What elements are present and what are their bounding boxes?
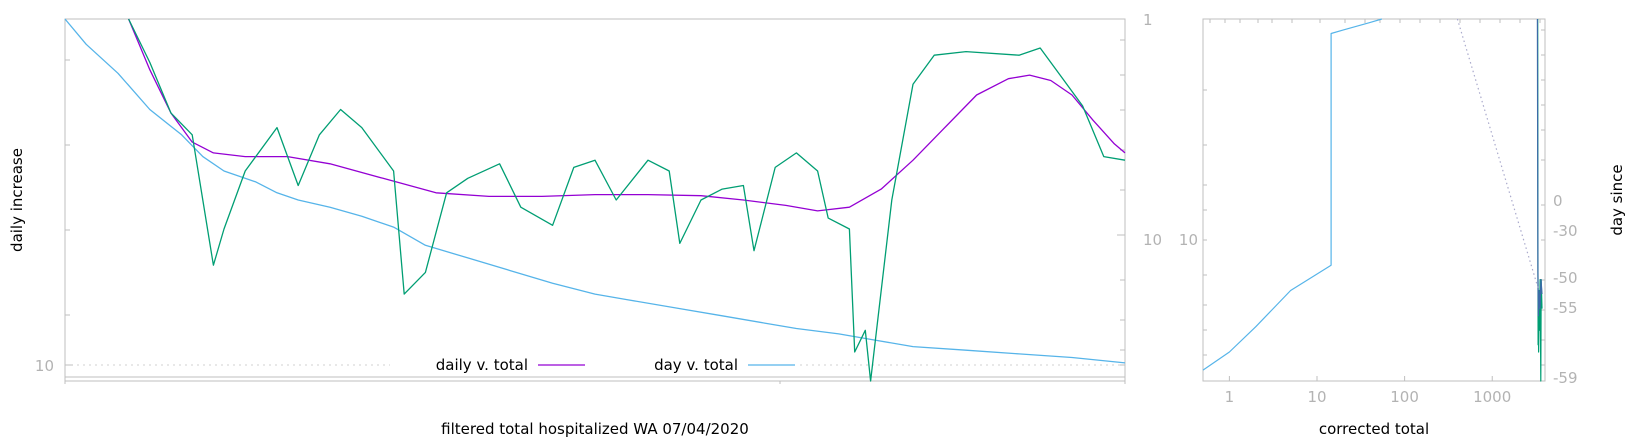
right-y2-tick-label: -50: [1553, 269, 1578, 287]
legend-label-daily-v-total: daily v. total: [436, 356, 528, 374]
left-x-axis-title: filtered total hospitalized WA 07/04/202…: [441, 420, 749, 438]
right-left-y-tick-label: 10: [1179, 231, 1198, 249]
right-y2-tick-labels: 0 -30 -50 -55 -59: [1553, 192, 1578, 387]
right-y2-tick-label: 0: [1553, 192, 1563, 210]
right-x-tick-label: 100: [1390, 388, 1419, 406]
right-series-line-0: [1202, 18, 1383, 371]
left-axis-ticks: [64, 18, 1126, 384]
right-y2-tick-label: -55: [1553, 299, 1578, 317]
left-series-group: [64, 18, 1126, 382]
right-series-line-3: [1456, 18, 1540, 291]
series-line-unlabeled-2: [128, 18, 1126, 382]
right-series-group: [1202, 18, 1543, 382]
left-right-y-tick-label-top: 1: [1143, 11, 1153, 29]
right-axis-ticks: [1203, 19, 1545, 381]
legend: daily v. total day v. total: [436, 356, 795, 374]
right-y2-tick-label: -59: [1553, 369, 1578, 387]
right-y2-tick-label: -30: [1553, 222, 1578, 240]
right-x-tick-label: 1: [1225, 388, 1235, 406]
series-line-day-v-total: [64, 18, 1126, 364]
right-x-axis-title: corrected total: [1319, 420, 1429, 438]
left-plot-frame: [64, 18, 1126, 382]
right-x-tick-labels: 1 10 100 1000: [1225, 388, 1512, 406]
right-y-axis-title: day since: [1608, 164, 1626, 235]
right-x-tick-label: 1000: [1473, 388, 1511, 406]
right-plot-frame: [1202, 18, 1546, 382]
right-x-tick-label: 10: [1307, 388, 1326, 406]
legend-label-day-v-total: day v. total: [654, 356, 738, 374]
right-panel: 10 1 10 100 1000 0 -30 -50 -55 -59 corrected to…: [1179, 18, 1626, 438]
right-series-line-2: [1536, 18, 1543, 317]
left-y-tick-label: 10: [35, 357, 54, 375]
series-line-daily-v-total: [128, 18, 1126, 212]
left-right-y-tick-label-mid: 10: [1143, 231, 1162, 249]
left-panel: 10 1 10 daily increase filtered total ho…: [8, 11, 1162, 438]
left-y-axis-title: daily increase: [8, 148, 26, 252]
